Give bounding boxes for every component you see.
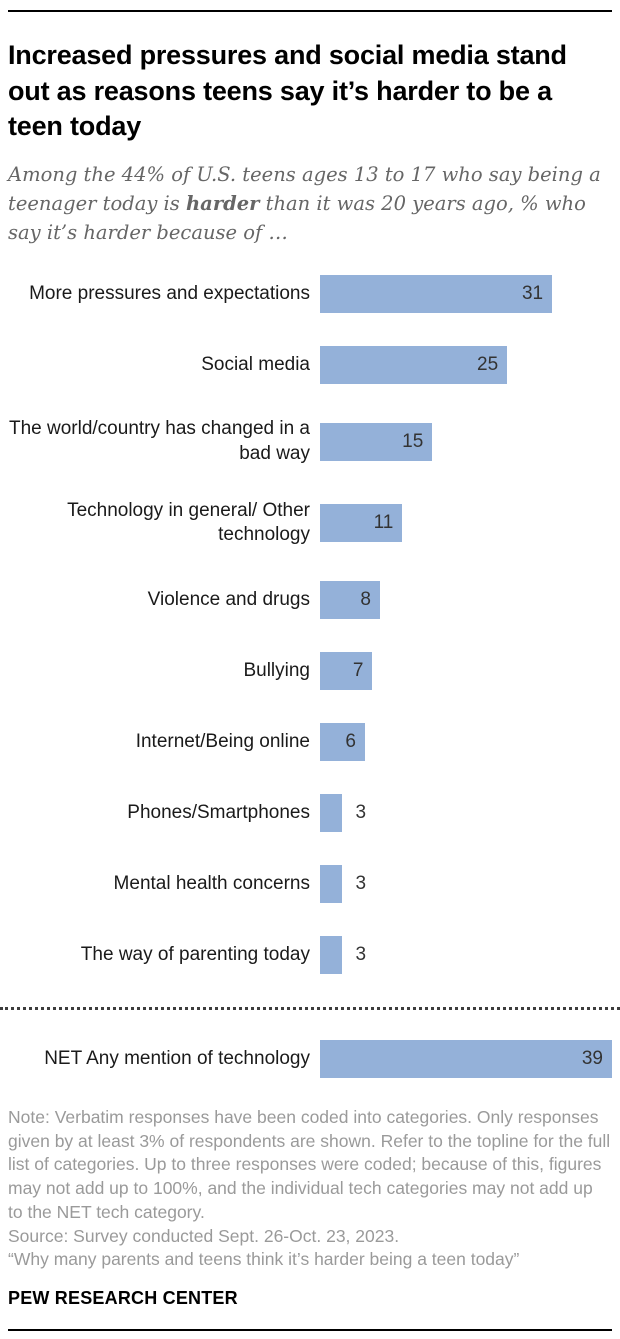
bar: 25: [320, 346, 508, 385]
bar-label: Violence and drugs: [147, 588, 310, 610]
bar: [320, 864, 343, 903]
bar-track: 25: [320, 346, 612, 385]
source-text: Source: Survey conducted Sept. 26-Oct. 2…: [8, 1225, 400, 1246]
bar-label: Social media: [201, 354, 310, 376]
bar-track: 3: [320, 793, 612, 832]
bar-track: 3: [320, 935, 612, 974]
bar-value: 25: [477, 354, 499, 376]
bar-value: 39: [581, 1047, 603, 1069]
bar-label: Technology in general/ Other technology: [67, 500, 310, 546]
bar-track: 3: [320, 864, 612, 903]
bar-label: More pressures and expectations: [29, 283, 310, 305]
page: Increased pressures and social media sta…: [0, 10, 620, 1332]
bar: [320, 935, 343, 974]
subtitle-post: than it was 20 years ago, % who say it’s…: [8, 191, 586, 244]
bottom-rule: [8, 1329, 612, 1332]
bar: 39: [320, 1039, 612, 1078]
bar: 7: [320, 651, 373, 690]
bar-value: 3: [355, 943, 367, 965]
bar-track: 6: [320, 722, 612, 761]
bar: 11: [320, 504, 403, 543]
page-title: Increased pressures and social media sta…: [8, 40, 567, 142]
dotted-separator: [0, 1006, 620, 1010]
net-bar-row-container: NET Any mention of technology 39: [8, 1039, 612, 1078]
top-rule: [8, 10, 612, 12]
bar-row: Social media 25: [8, 346, 612, 385]
bar-row: Bullying 7: [8, 651, 612, 690]
bar: 31: [320, 275, 553, 314]
quote-text: “Why many parents and teens think it’s h…: [8, 1249, 520, 1270]
bar-value: 31: [521, 283, 544, 305]
bar: 6: [320, 722, 365, 761]
bar-row: Technology in general/ Other technology 1…: [8, 499, 612, 548]
bar-row: The world/country has changed in a bad w…: [8, 417, 612, 466]
bar-row: More pressures and expectations 31: [8, 275, 612, 314]
bar-row: Internet/Being online 6: [8, 722, 612, 761]
bar-row: Phones/Smartphones 3: [8, 793, 612, 832]
bar-track: 7: [320, 651, 612, 690]
bar-label: Mental health concerns: [113, 872, 310, 894]
bar: 15: [320, 422, 433, 461]
bar-value: 7: [352, 659, 364, 681]
bar-label: The world/country has changed in a bad w…: [8, 418, 310, 464]
bar-row: Mental health concerns 3: [8, 864, 612, 903]
bar-value: 6: [345, 730, 356, 752]
chart-subtitle: Among the 44% of U.S. teens ages 13 to 1…: [8, 161, 608, 248]
bar-chart: More pressures and expectations 31 Social …: [8, 275, 612, 974]
note-text: Note: Verbatim responses have been coded…: [8, 1106, 611, 1222]
subtitle-pre: Among the 44% of U.S. teens ages 13 to 1…: [8, 162, 601, 215]
bar-row: The way of parenting today 3: [8, 935, 612, 974]
bar-label: Phones/Smartphones: [127, 801, 310, 823]
bar-label: NET Any mention of technology: [44, 1047, 310, 1069]
subtitle-bold: harder: [186, 191, 260, 215]
bar-track: 8: [320, 580, 612, 619]
bar-label: The way of parenting today: [80, 943, 310, 965]
bar-track: 31: [320, 275, 612, 314]
bar-track: 39: [320, 1039, 612, 1078]
bar-value: 3: [355, 872, 367, 894]
bar: [320, 793, 343, 832]
bar-label: Internet/Being online: [135, 730, 310, 752]
footnotes: Note: Verbatim responses have been coded…: [8, 1106, 612, 1273]
bar-value: 3: [355, 801, 367, 823]
bar-label: Bullying: [243, 659, 310, 681]
bar-track: 15: [320, 422, 612, 461]
bar-track: 11: [320, 504, 612, 543]
bar-value: 15: [402, 430, 424, 452]
bar-value: 11: [373, 512, 394, 534]
bar: 8: [320, 580, 380, 619]
net-bar-row: NET Any mention of technology 39: [8, 1039, 612, 1078]
bar-value: 8: [360, 588, 371, 610]
brand-footer: PEW RESEARCH CENTER: [8, 1288, 238, 1309]
bar-row: Violence and drugs 8: [8, 580, 612, 619]
